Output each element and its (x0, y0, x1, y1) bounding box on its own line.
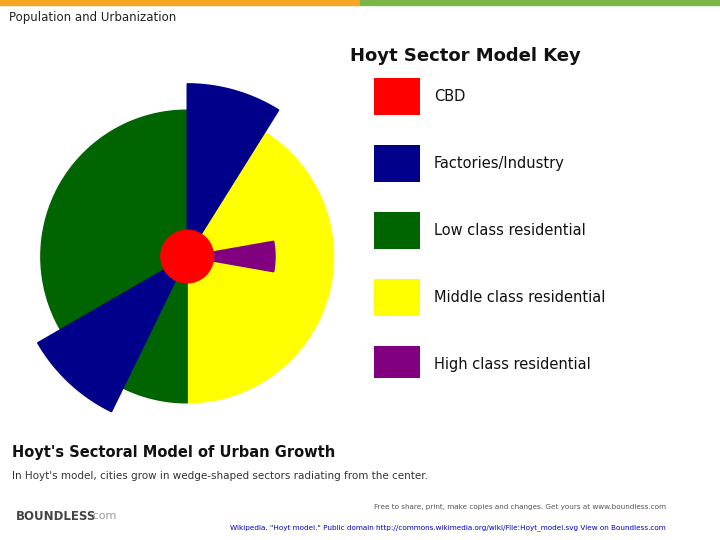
Polygon shape (213, 241, 275, 272)
Bar (360, 0, 720, 5)
Text: Factories/Industry: Factories/Industry (434, 156, 565, 171)
Polygon shape (187, 84, 279, 256)
Text: Hoyt Sector Model Key: Hoyt Sector Model Key (351, 46, 581, 65)
Bar (374, 212, 420, 249)
Text: Population and Urbanization: Population and Urbanization (9, 11, 176, 24)
Bar (374, 145, 420, 182)
Text: Low class residential: Low class residential (434, 223, 586, 238)
Polygon shape (41, 110, 187, 330)
Polygon shape (37, 256, 187, 411)
Text: .com: .com (90, 511, 117, 521)
Circle shape (161, 230, 214, 283)
Polygon shape (187, 110, 333, 403)
Text: In Hoyt's model, cities grow in wedge-shaped sectors radiating from the center.: In Hoyt's model, cities grow in wedge-sh… (12, 471, 428, 481)
Text: Hoyt's Sectoral Model of Urban Growth: Hoyt's Sectoral Model of Urban Growth (12, 446, 336, 461)
Text: Wikipedia. "Hoyt model." Public domain http://commons.wikimedia.org/wiki/File:Ho: Wikipedia. "Hoyt model." Public domain h… (230, 524, 666, 530)
Text: Middle class residential: Middle class residential (434, 290, 606, 305)
Text: High class residential: High class residential (434, 357, 591, 372)
Bar (374, 346, 420, 383)
Text: Free to share, print, make copies and changes. Get yours at www.boundless.com: Free to share, print, make copies and ch… (374, 504, 667, 510)
Bar (0, 0, 360, 5)
Text: BOUNDLESS: BOUNDLESS (16, 510, 96, 523)
Polygon shape (60, 256, 187, 403)
Bar (374, 78, 420, 115)
Text: CBD: CBD (434, 89, 465, 104)
Bar (374, 279, 420, 316)
